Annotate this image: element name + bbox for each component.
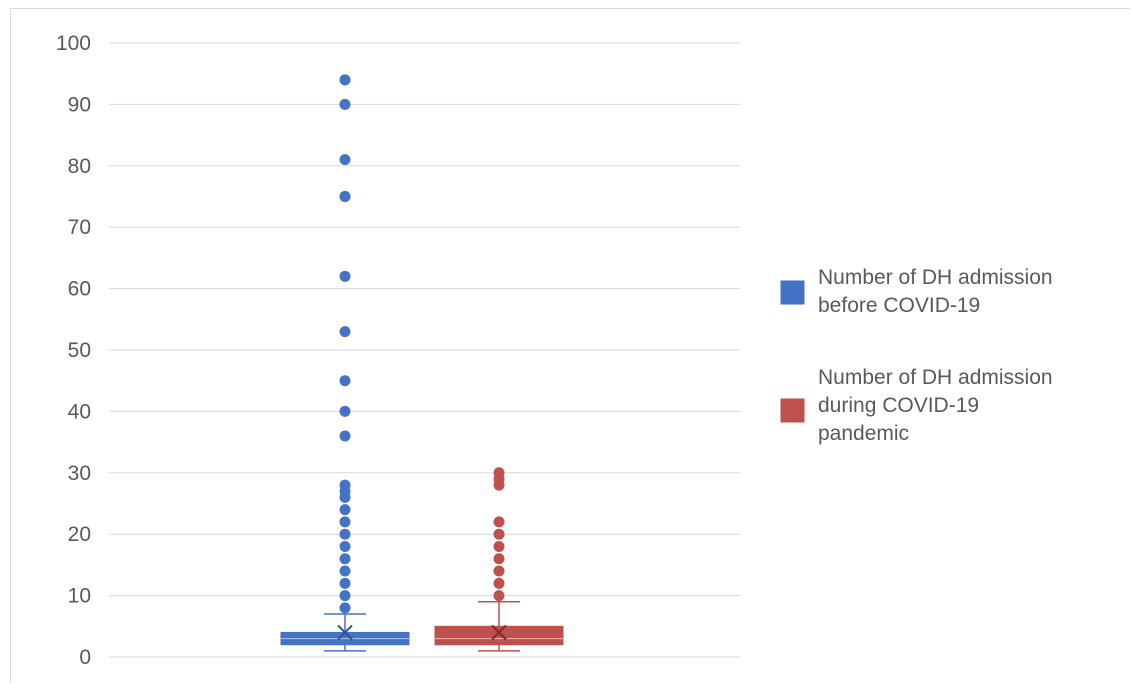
outlier-point (339, 602, 351, 614)
legend-label: pandemic (818, 422, 909, 445)
outlier-point (493, 577, 505, 589)
outlier-point (339, 98, 351, 110)
y-tick-label: 60 (68, 278, 91, 301)
y-tick-label: 10 (68, 585, 91, 608)
outlier-point (339, 375, 351, 387)
legend-label: during COVID-19 (818, 394, 979, 417)
outlier-point (493, 516, 505, 528)
y-tick-label: 20 (68, 523, 91, 546)
y-tick-label: 0 (79, 646, 91, 669)
outlier-point (339, 565, 351, 577)
outlier-point (339, 479, 351, 491)
outlier-point (493, 528, 505, 540)
box-iqr (434, 625, 564, 646)
outlier-point (493, 467, 505, 479)
mean-marker (337, 624, 353, 641)
outlier-point (493, 565, 505, 577)
outlier-point (339, 326, 351, 338)
chart-frame (10, 8, 1130, 682)
outlier-point (493, 590, 505, 602)
y-tick-label: 100 (56, 32, 91, 55)
legend-label: Number of DH admission (818, 366, 1053, 389)
y-tick-label: 90 (68, 93, 91, 116)
legend-label: Number of DH admission (818, 266, 1053, 289)
outlier-point (339, 528, 351, 540)
y-tick-label: 80 (68, 155, 91, 178)
outlier-point (339, 516, 351, 528)
outlier-point (339, 553, 351, 565)
outlier-point (339, 430, 351, 442)
outlier-point (339, 540, 351, 552)
outlier-point (339, 590, 351, 602)
legend-label: before COVID-19 (818, 294, 980, 317)
mean-marker (491, 624, 507, 641)
outlier-point (339, 270, 351, 282)
y-tick-label: 30 (68, 462, 91, 485)
outlier-point (339, 504, 351, 516)
outlier-point (493, 540, 505, 552)
legend-swatch (780, 280, 805, 305)
outlier-point (339, 405, 351, 417)
outlier-point (339, 577, 351, 589)
y-tick-label: 40 (68, 400, 91, 423)
y-tick-label: 70 (68, 216, 91, 239)
y-tick-label: 50 (68, 339, 91, 362)
outlier-point (339, 191, 351, 202)
outlier-point (493, 553, 505, 565)
legend-swatch (780, 398, 805, 423)
outlier-point (339, 154, 351, 166)
outlier-point (339, 74, 351, 86)
